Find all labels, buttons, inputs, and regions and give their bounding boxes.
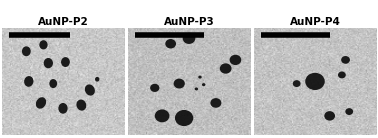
Ellipse shape	[24, 76, 33, 87]
Ellipse shape	[293, 80, 301, 87]
Ellipse shape	[22, 46, 31, 56]
Ellipse shape	[58, 103, 68, 114]
Ellipse shape	[202, 83, 205, 86]
Ellipse shape	[155, 109, 169, 122]
Title: AuNP-P2: AuNP-P2	[38, 17, 88, 27]
Ellipse shape	[85, 84, 95, 96]
Ellipse shape	[183, 33, 195, 44]
Ellipse shape	[211, 98, 222, 108]
Ellipse shape	[175, 110, 193, 126]
Title: AuNP-P3: AuNP-P3	[164, 17, 214, 27]
Ellipse shape	[150, 84, 160, 92]
Ellipse shape	[39, 40, 48, 49]
Ellipse shape	[36, 97, 46, 109]
Ellipse shape	[76, 99, 86, 111]
Ellipse shape	[195, 87, 198, 91]
Ellipse shape	[198, 76, 202, 79]
Ellipse shape	[61, 57, 70, 67]
Ellipse shape	[338, 71, 346, 78]
Ellipse shape	[220, 63, 232, 74]
Title: AuNP-P4: AuNP-P4	[290, 17, 341, 27]
Ellipse shape	[174, 79, 185, 88]
Ellipse shape	[341, 56, 350, 64]
Ellipse shape	[305, 73, 325, 90]
Ellipse shape	[44, 58, 53, 68]
Ellipse shape	[229, 55, 241, 65]
Ellipse shape	[324, 111, 335, 121]
Ellipse shape	[345, 108, 353, 115]
Ellipse shape	[165, 39, 176, 48]
Ellipse shape	[49, 79, 57, 88]
Ellipse shape	[95, 77, 99, 82]
